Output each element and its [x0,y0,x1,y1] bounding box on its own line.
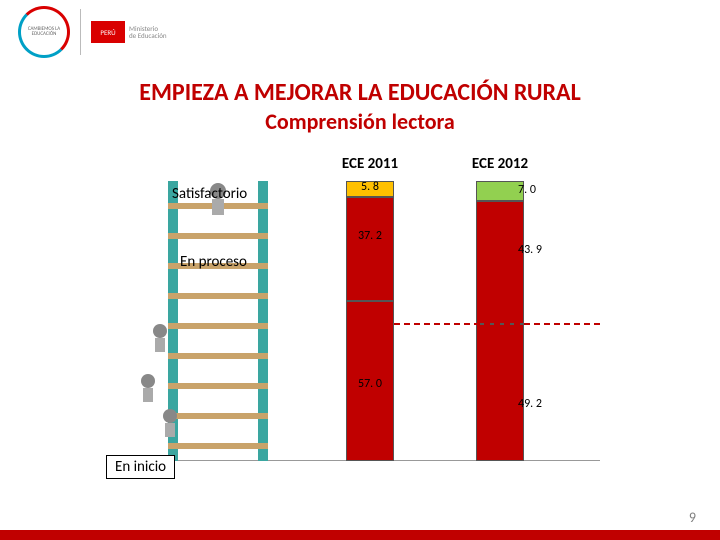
bar-ece-2011: 5. 8 37. 2 57. 0 [346,181,394,461]
col-header-2012: ECE 2012 [450,155,550,173]
slide-root: CAMBIEMOS LA EDUCACIÓN PERÚ Ministerio d… [0,0,720,540]
val-2011-en-proceso: 37. 2 [320,229,420,243]
seg-2011-en-proceso [346,197,394,301]
peru-ministry-logo: PERÚ Ministerio de Educación [91,21,167,43]
val-2011-satisfactorio: 5. 8 [320,180,420,194]
val-2012-en-inicio: 49. 2 [518,397,618,411]
header-logos: CAMBIEMOS LA EDUCACIÓN PERÚ Ministerio d… [18,6,167,58]
row-label-en-inicio: En inicio [106,455,175,479]
ladder-illustration [130,181,290,461]
peru-flag-icon: PERÚ [91,21,125,43]
stacked-bar-chart: ECE 2011 ECE 2012 [120,155,600,485]
val-2011-en-inicio: 57. 0 [320,377,420,391]
title-main: EMPIEZA A MEJORAR LA EDUCACIÓN RURAL [0,78,720,107]
footer-bar [0,530,720,540]
column-headers: ECE 2011 ECE 2012 [320,155,550,173]
row-label-en-proceso: En proceso [180,253,247,271]
seg-2012-en-proceso [476,201,524,324]
page-number: 9 [689,509,696,526]
title-sub: Comprensión lectora [0,108,720,135]
col-header-2011: ECE 2011 [320,155,420,173]
campaign-logo-text: CAMBIEMOS LA EDUCACIÓN [26,14,62,50]
seg-2012-satisfactorio [476,181,524,201]
campaign-logo: CAMBIEMOS LA EDUCACIÓN [18,6,70,58]
chart-plot-area: Satisfactorio En proceso 5. 8 37. 2 57. … [120,181,600,461]
seg-2012-en-inicio [476,324,524,461]
row-label-satisfactorio: Satisfactorio [172,185,247,203]
val-2012-satisfactorio: 7. 0 [518,183,618,197]
ministry-text: Ministerio de Educación [129,25,167,39]
dashed-reference-line [394,323,600,325]
logo-separator [80,9,81,55]
bar-ece-2012: 7. 0 43. 9 49. 2 [476,181,524,461]
val-2012-en-proceso: 43. 9 [518,243,618,257]
